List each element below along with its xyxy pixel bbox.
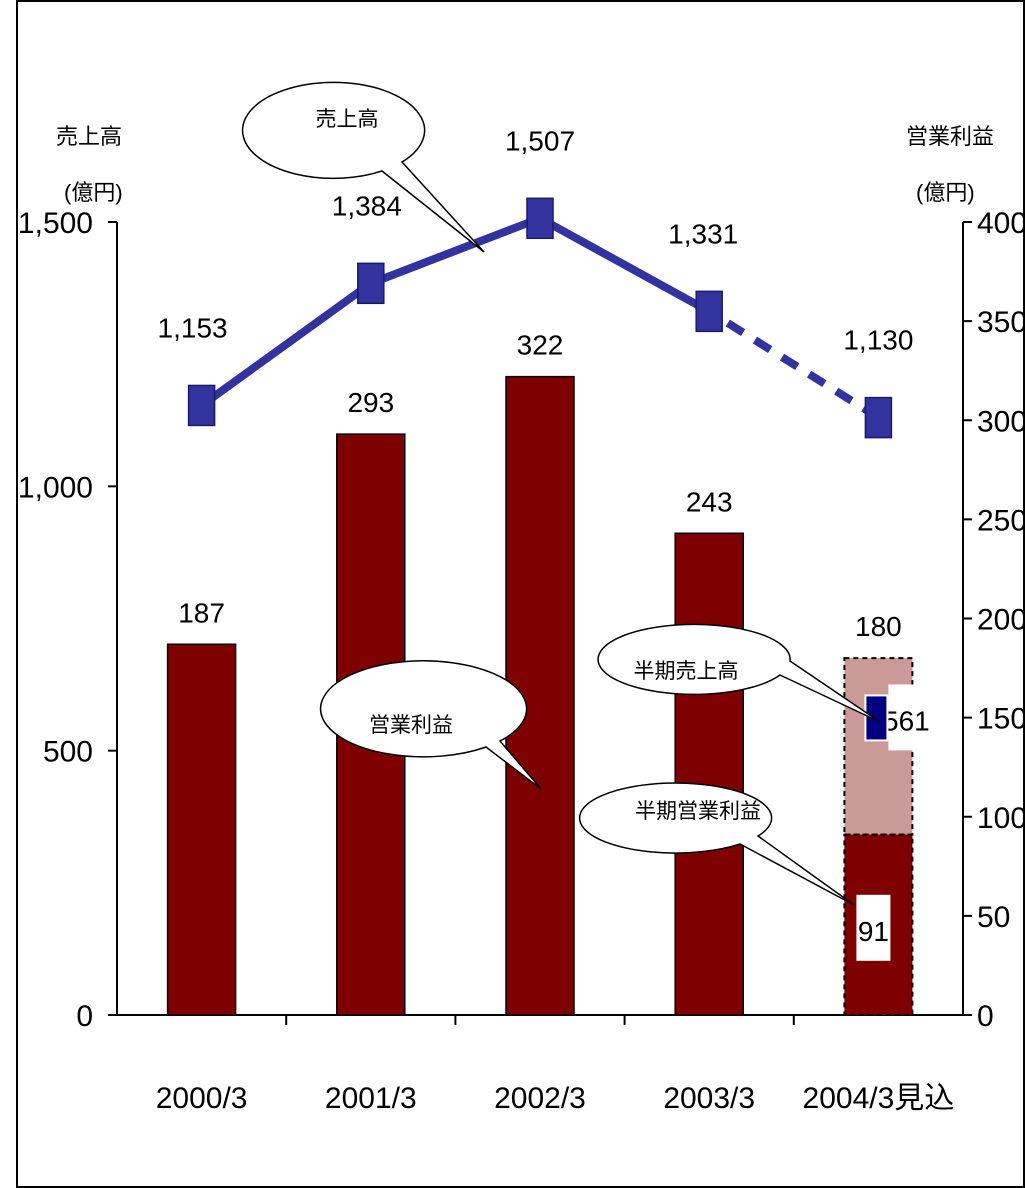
right-tick-label: 0 (977, 1000, 994, 1033)
half-op-value-box (856, 894, 891, 961)
sales-marker (357, 262, 385, 305)
callout-operating-profit: 営業利益 (319, 660, 542, 790)
bar-value-label: 293 (347, 387, 394, 418)
left-tick-label: 1,500 (18, 207, 93, 240)
category-label: 2000/3 (156, 1082, 248, 1115)
callout-half-op-bubble (578, 782, 855, 906)
left-axis-label: 売上高 (56, 124, 122, 149)
line-value-label: 1,384 (332, 190, 402, 221)
right-tick-label: 200 (977, 604, 1025, 637)
left-tick-label: 500 (43, 736, 93, 769)
half-sales-marker (864, 694, 889, 742)
left-axis-ticks: 0 500 1,000 1,500 (18, 207, 117, 1033)
right-tick-label: 250 (977, 504, 1025, 537)
line-value-label: 1,130 (843, 325, 913, 356)
line-value-label: 1,507 (505, 125, 575, 156)
callout-op-bubble (319, 660, 542, 790)
category-label: 2004/3見込 (803, 1082, 955, 1115)
category-label: 2003/3 (663, 1082, 755, 1115)
right-tick-label: 300 (977, 405, 1025, 438)
category-label: 2001/3 (325, 1082, 417, 1115)
sales-marker (526, 197, 554, 240)
callout-sales-bubble (241, 81, 485, 253)
right-axis-unit: (億円) (916, 180, 975, 205)
category-label: 2002/3 (494, 1082, 586, 1115)
callout-half-op-text: 半期営業利益 (635, 800, 761, 823)
callout-half-sales-bubble (597, 623, 881, 723)
bar-value-label: 243 (686, 486, 733, 517)
sales-line-path (199, 214, 712, 409)
sales-line (187, 197, 893, 439)
category-labels: 2000/3 2001/3 2002/3 2003/3 2004/3見込 (156, 1082, 955, 1115)
right-tick-label: 100 (977, 802, 1025, 835)
right-axis-ticks: 0 50 100 150 200 250 300 350 400 (963, 207, 1025, 1033)
half-year-bar: 91 561 (843, 657, 930, 1017)
callout-half-sales: 半期売上高 (597, 623, 881, 723)
sales-marker (187, 384, 216, 427)
left-tick-label: 0 (76, 1000, 93, 1033)
bar-value-label: 187 (178, 597, 225, 628)
half-sales-value-box (888, 684, 925, 751)
left-axis-unit: (億円) (64, 180, 123, 205)
half-sales-value: 561 (883, 705, 930, 736)
callout-sales-text: 売上高 (316, 108, 379, 131)
callout-half-sales-text: 半期売上高 (634, 660, 739, 683)
line-value-label: 1,331 (668, 218, 738, 249)
operating-profit-bar (166, 643, 237, 1016)
x-axis-ticks (285, 1015, 795, 1025)
sales-marker (695, 290, 723, 333)
callout-op-text: 営業利益 (369, 714, 453, 737)
right-tick-label: 350 (977, 306, 1025, 339)
bar-value-labels: 187 293 322 243 180 (178, 330, 902, 643)
right-tick-label: 50 (977, 901, 1010, 934)
sales-marker (864, 396, 893, 439)
sales-line-forecast (707, 307, 881, 421)
bar-value-label: 180 (855, 611, 902, 642)
line-value-labels: 1,153 1,384 1,507 1,331 1,130 (158, 125, 914, 355)
half-op-value: 91 (858, 916, 889, 947)
line-value-label: 1,153 (158, 312, 228, 343)
left-tick-label: 1,000 (18, 471, 93, 504)
right-tick-label: 150 (977, 703, 1025, 736)
right-axis-label: 営業利益 (906, 124, 994, 149)
operating-profit-bar (674, 532, 744, 1016)
callout-half-operating-profit: 半期営業利益 (578, 782, 855, 906)
bar-value-label: 322 (517, 330, 564, 361)
right-tick-label: 400 (977, 207, 1025, 240)
callout-sales: 売上高 (241, 81, 485, 253)
